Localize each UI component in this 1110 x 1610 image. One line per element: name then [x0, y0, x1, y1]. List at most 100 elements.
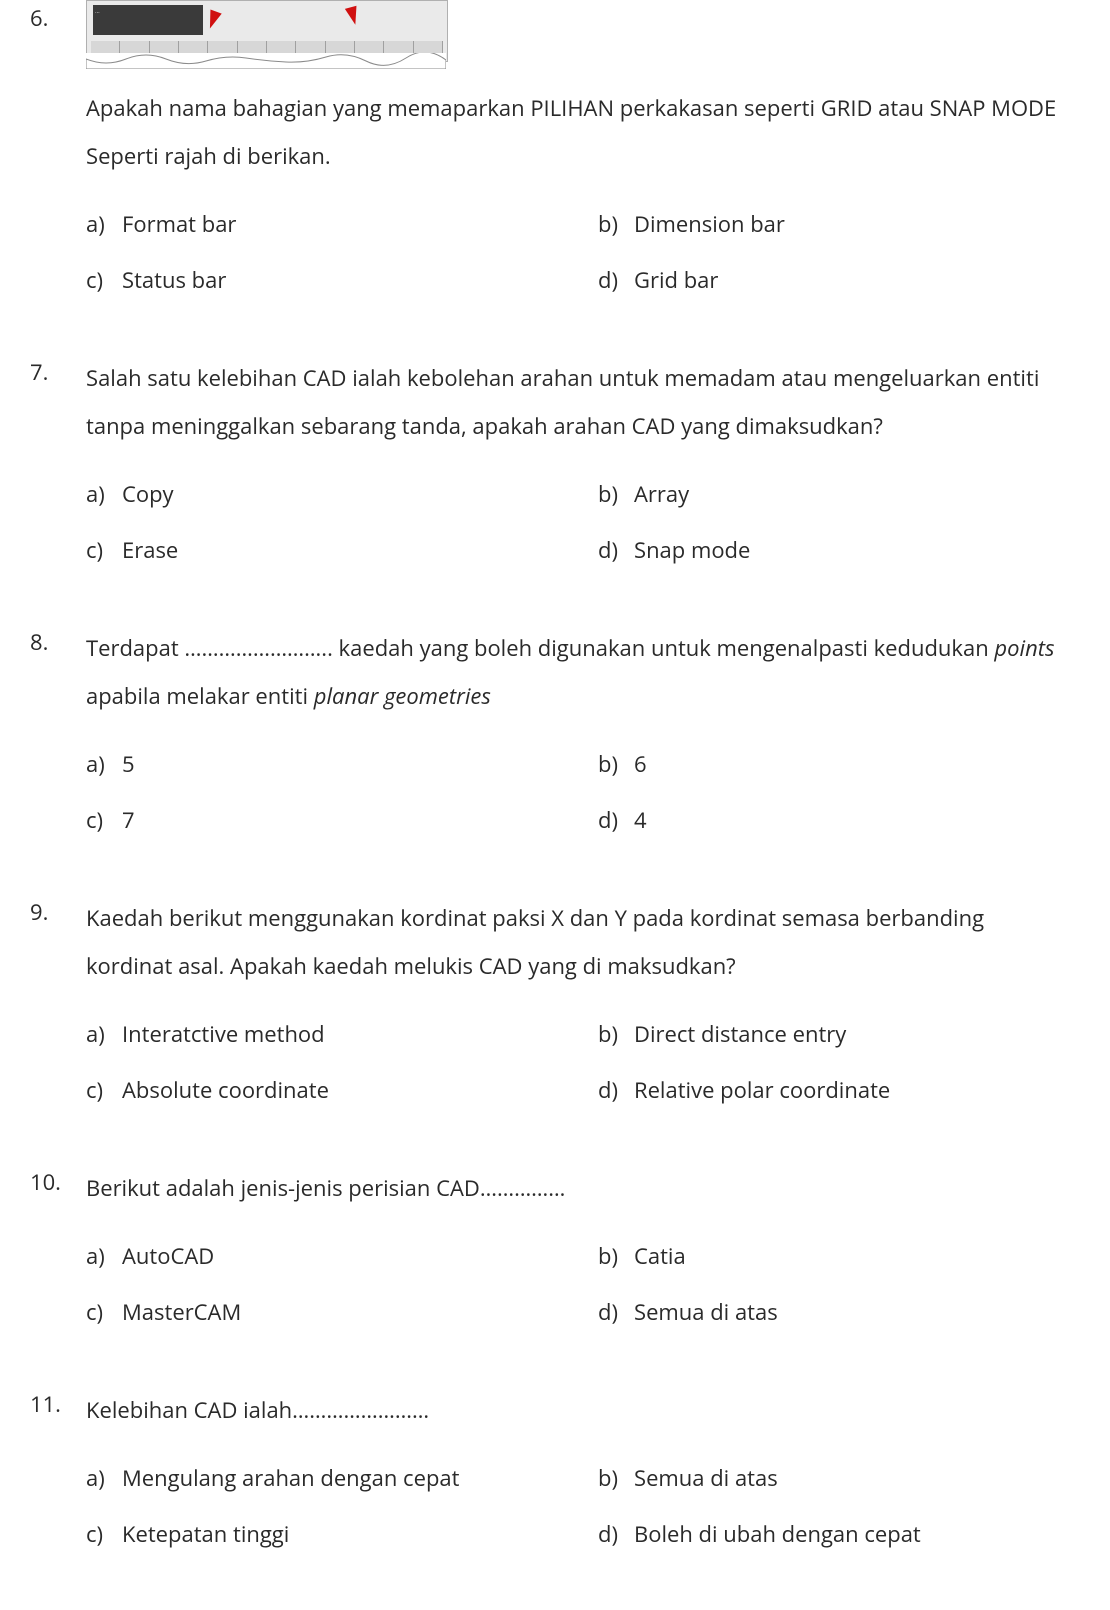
- option-letter: a): [86, 478, 122, 510]
- option-c: c)Erase: [86, 534, 558, 566]
- option-letter: d): [598, 804, 634, 836]
- option-letter: a): [86, 1240, 122, 1272]
- figure-command-area: ...: [93, 5, 203, 35]
- option-d: d)Semua di atas: [598, 1296, 1070, 1328]
- question-number: 9.: [30, 894, 86, 930]
- option-text: Status bar: [122, 264, 226, 296]
- question-body: Salah satu kelebihan CAD ialah kebolehan…: [86, 354, 1070, 566]
- question-text: Kelebihan CAD ialah……………………: [86, 1386, 1070, 1434]
- option-text: 6: [634, 748, 647, 780]
- option-d: d)Snap mode: [598, 534, 1070, 566]
- option-b: b)Direct distance entry: [598, 1018, 1070, 1050]
- option-b: b)Dimension bar: [598, 208, 1070, 240]
- question-number: 10.: [30, 1164, 86, 1200]
- question-8: 8. Terdapat …………………….. kaedah yang boleh…: [30, 624, 1070, 836]
- options-grid: a)Mengulang arahan dengan cepat b)Semua …: [86, 1462, 1070, 1550]
- question-number: 7.: [30, 354, 86, 390]
- option-text: Format bar: [122, 208, 236, 240]
- option-letter: b): [598, 478, 634, 510]
- option-text: Dimension bar: [634, 208, 785, 240]
- option-letter: c): [86, 1296, 122, 1328]
- option-d: d)Boleh di ubah dengan cepat: [598, 1518, 1070, 1550]
- option-text: Absolute coordinate: [122, 1074, 329, 1106]
- question-number: 6.: [30, 0, 86, 36]
- option-b: b)Array: [598, 478, 1070, 510]
- option-b: b)6: [598, 748, 1070, 780]
- option-text: Erase: [122, 534, 178, 566]
- torn-edge-icon: [86, 53, 446, 69]
- options-grid: a)Interatctive method b)Direct distance …: [86, 1018, 1070, 1106]
- option-letter: b): [598, 748, 634, 780]
- option-letter: c): [86, 1074, 122, 1106]
- option-text: Catia: [634, 1240, 686, 1272]
- question-text: Terdapat …………………….. kaedah yang boleh di…: [86, 624, 1070, 720]
- option-letter: c): [86, 1518, 122, 1550]
- option-a: a)Mengulang arahan dengan cepat: [86, 1462, 558, 1494]
- question-text: Kaedah berikut menggunakan kordinat paks…: [86, 894, 1070, 990]
- question-11: 11. Kelebihan CAD ialah…………………… a)Mengul…: [30, 1386, 1070, 1550]
- option-text: Direct distance entry: [634, 1018, 846, 1050]
- option-text: Semua di atas: [634, 1296, 778, 1328]
- option-text: MasterCAM: [122, 1296, 241, 1328]
- options-grid: a)Format bar b)Dimension bar c)Status ba…: [86, 208, 1070, 296]
- question-text: Apakah nama bahagian yang memaparkan PIL…: [86, 84, 1070, 180]
- option-text: Interatctive method: [122, 1018, 325, 1050]
- question-6: 6. ... Apakah nama bahagian yang memapar…: [30, 0, 1070, 296]
- option-d: d)4: [598, 804, 1070, 836]
- option-letter: b): [598, 1018, 634, 1050]
- question-body: Kaedah berikut menggunakan kordinat paks…: [86, 894, 1070, 1106]
- option-c: c)Ketepatan tinggi: [86, 1518, 558, 1550]
- option-a: a)Interatctive method: [86, 1018, 558, 1050]
- option-text: Mengulang arahan dengan cepat: [122, 1462, 459, 1494]
- question-7: 7. Salah satu kelebihan CAD ialah kebole…: [30, 354, 1070, 566]
- option-text: Copy: [122, 478, 174, 510]
- option-letter: d): [598, 534, 634, 566]
- option-a: a)Copy: [86, 478, 558, 510]
- option-letter: b): [598, 208, 634, 240]
- option-letter: d): [598, 264, 634, 296]
- option-a: a)5: [86, 748, 558, 780]
- option-d: d)Relative polar coordinate: [598, 1074, 1070, 1106]
- option-c: c)7: [86, 804, 558, 836]
- option-text: Array: [634, 478, 689, 510]
- option-text: 5: [122, 748, 135, 780]
- option-letter: c): [86, 804, 122, 836]
- option-text: 7: [122, 804, 135, 836]
- question-text: Salah satu kelebihan CAD ialah kebolehan…: [86, 354, 1070, 450]
- red-arrow-icon: [204, 9, 221, 30]
- question-body: ... Apakah nama bahagian yang memaparkan…: [86, 0, 1070, 296]
- option-letter: c): [86, 534, 122, 566]
- option-c: c)Absolute coordinate: [86, 1074, 558, 1106]
- option-letter: a): [86, 208, 122, 240]
- option-letter: c): [86, 264, 122, 296]
- options-grid: a)AutoCAD b)Catia c)MasterCAM d)Semua di…: [86, 1240, 1070, 1328]
- option-text: 4: [634, 804, 647, 836]
- option-text: Boleh di ubah dengan cepat: [634, 1518, 921, 1550]
- option-text: Semua di atas: [634, 1462, 778, 1494]
- option-text: AutoCAD: [122, 1240, 214, 1272]
- red-arrow-icon: [345, 6, 361, 26]
- question-body: Kelebihan CAD ialah…………………… a)Mengulang …: [86, 1386, 1070, 1550]
- options-grid: a)Copy b)Array c)Erase d)Snap mode: [86, 478, 1070, 566]
- option-letter: d): [598, 1296, 634, 1328]
- option-text: Ketepatan tinggi: [122, 1518, 289, 1550]
- question-body: Berikut adalah jenis-jenis perisian CAD……: [86, 1164, 1070, 1328]
- option-letter: a): [86, 1462, 122, 1494]
- option-letter: a): [86, 748, 122, 780]
- status-bar-figure: ...: [86, 0, 448, 62]
- option-letter: b): [598, 1462, 634, 1494]
- option-d: d)Grid bar: [598, 264, 1070, 296]
- question-text: Berikut adalah jenis-jenis perisian CAD……: [86, 1164, 1070, 1212]
- option-letter: b): [598, 1240, 634, 1272]
- question-9: 9. Kaedah berikut menggunakan kordinat p…: [30, 894, 1070, 1106]
- option-a: a)Format bar: [86, 208, 558, 240]
- option-b: b)Catia: [598, 1240, 1070, 1272]
- option-letter: a): [86, 1018, 122, 1050]
- option-letter: d): [598, 1074, 634, 1106]
- option-c: c)MasterCAM: [86, 1296, 558, 1328]
- option-c: c)Status bar: [86, 264, 558, 296]
- option-a: a)AutoCAD: [86, 1240, 558, 1272]
- exam-page: 6. ... Apakah nama bahagian yang memapar…: [0, 0, 1110, 1610]
- option-b: b)Semua di atas: [598, 1462, 1070, 1494]
- question-number: 11.: [30, 1386, 86, 1422]
